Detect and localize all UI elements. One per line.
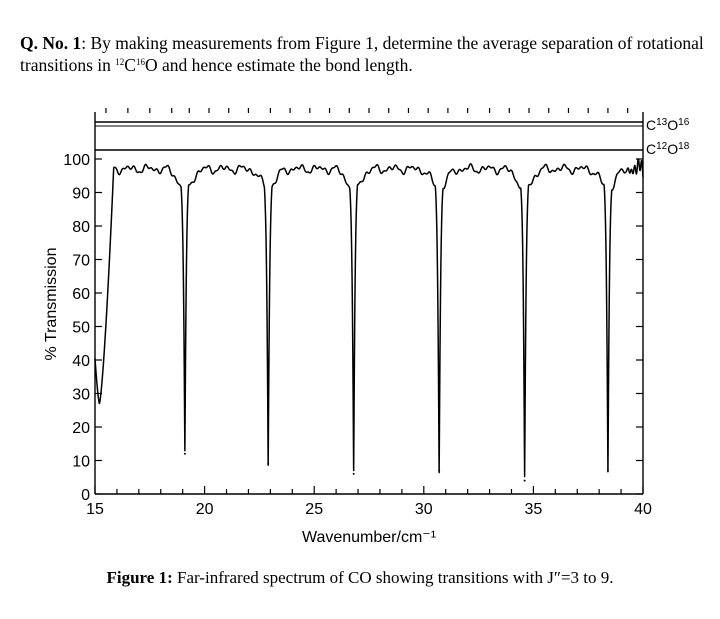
x-tick-label-35: 35 bbox=[525, 501, 543, 518]
isotope-label-bottom-mass-c: 12 bbox=[656, 141, 668, 152]
y-tick-label-30: 30 bbox=[72, 387, 90, 404]
y-tick-label-90: 90 bbox=[72, 186, 90, 203]
y-tick-label-100: 100 bbox=[63, 152, 90, 169]
carbon-isotope-mass: 12 bbox=[115, 57, 125, 67]
isotope-label-bottom-element-o: O bbox=[667, 141, 678, 157]
isotope-label-bottom: C12O18 bbox=[646, 141, 690, 157]
x-tick-label-15: 15 bbox=[86, 501, 104, 518]
isotope-label-top: C13O16 bbox=[646, 117, 690, 133]
y-tick-label-40: 40 bbox=[72, 353, 90, 370]
y-tick-label-80: 80 bbox=[72, 219, 90, 236]
isotope-label-top-mass-c: 13 bbox=[656, 117, 668, 128]
isotope-label-top-mass-o: 16 bbox=[678, 117, 690, 128]
isotope-label-top-element-c: C bbox=[646, 117, 656, 133]
y-tick-label-70: 70 bbox=[72, 253, 90, 270]
question-body-start: : By making measurements from Figure 1, … bbox=[20, 33, 704, 75]
absorption-line-J6 bbox=[438, 469, 441, 472]
caption-text: Far-infrared spectrum of CO showing tran… bbox=[172, 568, 614, 587]
axis-ticks bbox=[94, 158, 644, 495]
isotope-label-bottom-mass-o: 18 bbox=[678, 141, 690, 152]
absorption-line-J4 bbox=[267, 462, 270, 465]
y-tick-label-10: 10 bbox=[72, 454, 90, 471]
isotope-label-top-element-o: O bbox=[667, 117, 678, 133]
y-axis-label: % Transmission bbox=[43, 248, 60, 361]
isotope-line-markers bbox=[105, 108, 629, 113]
absorption-line-J8 bbox=[606, 469, 609, 472]
isotope-bar-group: C13O16 C12O18 bbox=[95, 108, 690, 157]
absorption-line-J3 bbox=[183, 452, 186, 455]
absorption-line-J5 bbox=[352, 472, 355, 475]
x-tick-label-25: 25 bbox=[305, 501, 323, 518]
absorption-line-J7 bbox=[523, 479, 526, 482]
x-tick-label-30: 30 bbox=[415, 501, 433, 518]
carbon-symbol: C bbox=[124, 55, 136, 75]
axis-tick-labels: 0 10 20 30 40 50 60 70 80 90 100 15 20 25 30 35 40 bbox=[63, 152, 652, 518]
y-tick-label-50: 50 bbox=[72, 320, 90, 337]
y-tick-label-20: 20 bbox=[72, 420, 90, 437]
y-tick-label-60: 60 bbox=[72, 286, 90, 303]
caption-label: Figure 1: bbox=[106, 568, 173, 587]
spectrum-line bbox=[94, 158, 644, 478]
x-tick-label-40: 40 bbox=[634, 501, 652, 518]
oxygen-isotope-mass: 16 bbox=[135, 57, 145, 67]
question-body-end: O and hence estimate the bond length. bbox=[144, 55, 413, 75]
x-tick-label-20: 20 bbox=[196, 501, 214, 518]
x-axis-label: Wavenumber/cm⁻¹ bbox=[302, 529, 436, 546]
question-label: Q. No. 1 bbox=[20, 33, 82, 53]
question-text: Q. No. 1: By making measurements from Fi… bbox=[20, 32, 710, 76]
absorption-line-marks bbox=[183, 452, 609, 482]
figure-caption: Figure 1: Far-infrared spectrum of CO sh… bbox=[0, 568, 720, 588]
isotope-label-bottom-element-c: C bbox=[646, 141, 656, 157]
y-tick-label-0: 0 bbox=[81, 487, 90, 504]
